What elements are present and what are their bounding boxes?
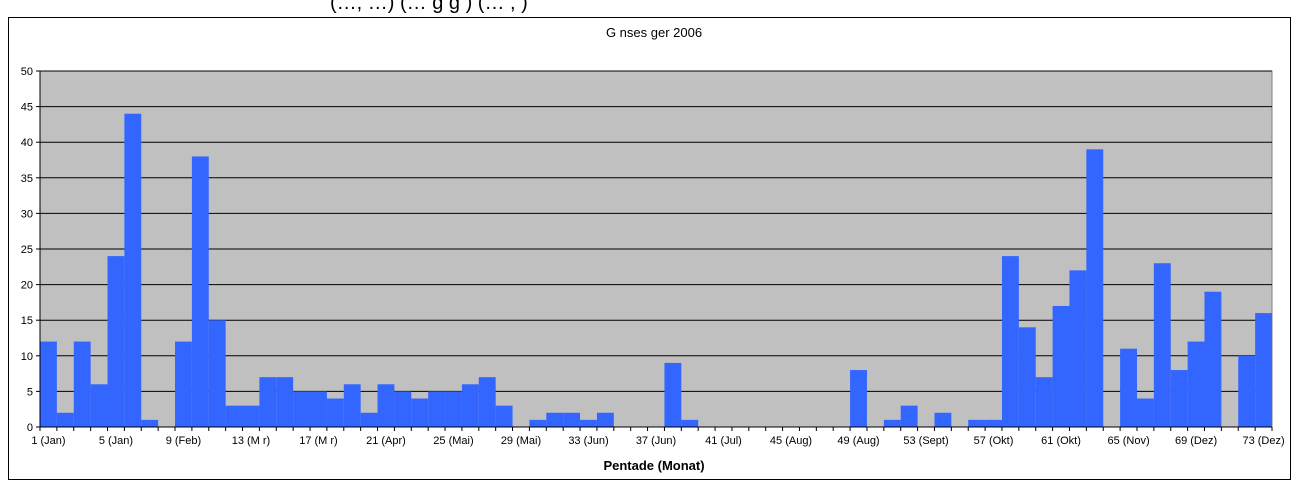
bar [580,419,597,427]
bar [326,398,344,427]
bar [445,391,462,427]
bar [495,405,513,427]
bar [141,419,159,427]
y-tick-label: 50 [21,66,33,78]
bar [56,412,74,427]
bar [208,320,226,427]
bar [850,370,867,427]
bar [1120,348,1137,427]
bar [343,384,361,427]
x-tick-label: 1 (Jan) [31,435,65,447]
bar [175,341,192,427]
x-tick-label: 25 (Mai) [433,435,473,447]
axes: 0 5 10 15 20 25 30 35 40 45 50 1 (Jan) 5 (Jan) 9 (Feb… [21,66,1285,447]
x-tick-label: 5 (Jan) [99,435,133,447]
bar [1052,305,1070,427]
bar [1086,149,1104,427]
bar [883,419,901,427]
y-tick-label: 5 [27,386,33,398]
bar [124,113,142,427]
bar [1204,291,1222,427]
y-tick-label: 20 [21,280,33,292]
bar [1238,355,1256,427]
y-tick-label: 0 [27,422,33,434]
bar [242,405,260,427]
bar [934,412,952,427]
bar [259,377,277,427]
bar [276,377,294,427]
bar [310,391,327,427]
x-tick-label: 21 (Apr) [366,435,406,447]
bar [428,391,446,427]
chart-title: G nses ger 2006 [606,25,702,40]
x-tick-label: 17 (M r) [299,435,338,447]
x-tick-label: 69 (Dez) [1175,435,1217,447]
bar [293,391,311,427]
bar [681,419,699,427]
x-tick-label: 29 (Mai) [501,435,541,447]
x-tick-label: 45 (Aug) [770,435,812,447]
x-tick-label: 49 (Aug) [837,435,879,447]
bars [40,113,1272,427]
bar [1069,270,1087,427]
bar [1170,370,1188,427]
bar [40,341,57,427]
bar [461,384,479,427]
y-tick-label: 45 [21,102,33,114]
x-tick-label: 73 (Dez) [1242,435,1284,447]
y-tick-label: 15 [21,315,33,327]
x-tick-label: 65 (Nov) [1107,435,1149,447]
x-tick-label: 33 (Jun) [568,435,608,447]
x-tick-label: 9 (Feb) [166,435,201,447]
x-tick-label: 53 (Sept) [903,435,948,447]
bar [1018,327,1036,427]
x-axis-label: Pentade (Monat) [603,458,704,473]
bar [411,398,429,427]
x-tick-label: 57 (Okt) [974,435,1014,447]
bar [985,419,1002,427]
bar [1255,313,1272,427]
y-tick-label: 10 [21,351,33,363]
y-tick-label: 30 [21,208,33,220]
y-tick-label: 40 [21,137,33,149]
bar [394,391,412,427]
bar [73,341,91,427]
y-tick-label: 35 [21,173,33,185]
x-tick-label: 37 (Jun) [636,435,676,447]
bar [90,384,108,427]
bar [596,412,614,427]
bar [968,419,986,427]
bar [546,412,564,427]
bar [1001,256,1019,427]
bar [900,405,918,427]
bar [529,419,547,427]
bar [1035,377,1053,427]
bar [1153,263,1171,427]
bar [377,384,395,427]
bar [360,412,378,427]
x-tick-label: 61 (Okt) [1041,435,1081,447]
bar [563,412,581,427]
bar [478,377,496,427]
bar [1136,398,1154,427]
bar [1187,341,1205,427]
bar [225,405,243,427]
bar [107,256,125,427]
top-caption: (…, …) (… g g ) (… , ) [330,0,528,14]
x-tick-label: 13 (M r) [232,435,271,447]
x-tick-label: 41 (Jul) [705,435,742,447]
bar [664,362,682,427]
bar [191,156,209,427]
y-tick-label: 25 [21,244,33,256]
